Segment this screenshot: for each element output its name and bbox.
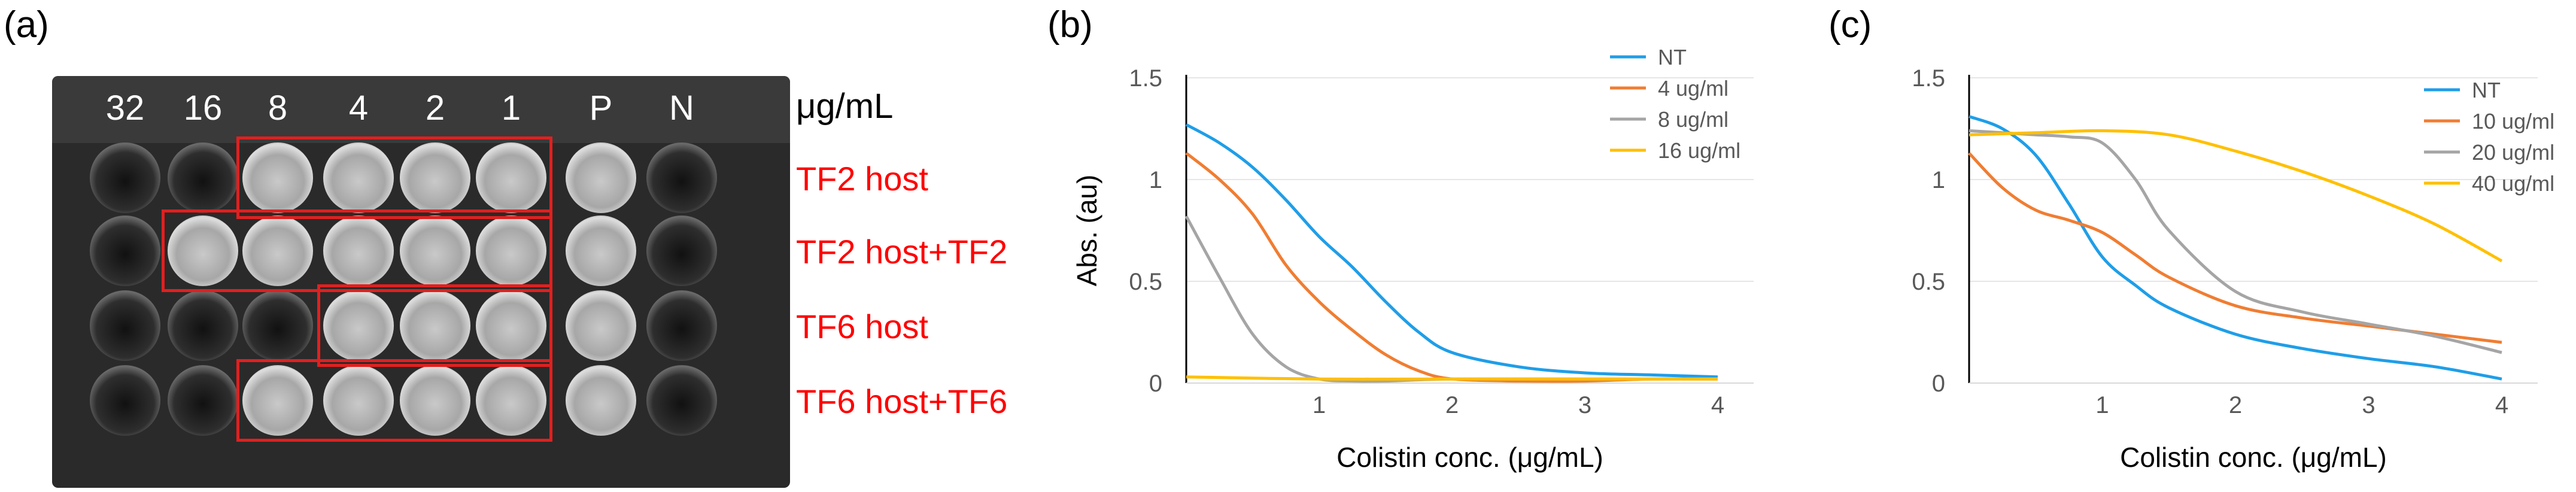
well-r3-c2 [168,290,238,361]
plate-header-strip [52,76,790,143]
row-label-2: TF2 host+TF2 [796,233,1008,271]
well-r3-c8 [646,290,717,361]
legend-label-1: NT [1658,45,1687,69]
well-r1-c8 [646,142,717,213]
y-tick-label: 0 [1149,370,1162,397]
legend-label-4: 40 ug/ml [2472,171,2554,196]
series-line-2 [1968,152,2502,344]
well-r1-c4 [323,142,394,213]
plate-panel: (a) 32 16 8 4 2 1 P N μg/mL TF2 host TF2 host+TF… [0,0,1053,492]
column-header-16: 16 [183,89,223,127]
legend-label-1: NT [2472,78,2501,102]
y-tick-label: 1 [1932,167,1945,193]
legend-label-2: 10 ug/ml [2472,109,2554,133]
x-tick-label: 2 [2229,392,2242,418]
well-r1-c2 [168,142,238,213]
highlight-box-row-1 [236,136,552,219]
x-tick-label: 1 [1313,392,1326,418]
x-tick-label: 4 [1711,392,1724,418]
column-header-32: 32 [105,89,145,127]
series-line-4 [1969,129,2503,263]
x-axis-title: Colistin conc. (μg/mL) [1336,442,1603,473]
legend-label-3: 20 ug/ml [2472,140,2554,165]
well-r2-c7 [566,215,636,286]
series-line-3 [1184,215,1718,383]
well-r1-c1 [90,142,160,213]
column-header-4: 4 [348,89,369,127]
well-r4-c8 [646,365,717,436]
x-axis-title: Colistin conc. (μg/mL) [2120,442,2387,473]
chart-b: 0 0.5 1 1.5 1 2 3 4 Abs. (au) Colistin conc. (μg/… [1071,45,1754,473]
well-r4-c1 [90,365,160,436]
well-r1-c5 [400,142,470,213]
well-r3-c6 [476,290,546,361]
well-r4-c4 [323,365,394,436]
column-header-1: 1 [501,89,521,127]
well-r4-c2 [168,365,238,436]
well-r4-c3 [242,365,313,436]
well-r3-c5 [400,290,470,361]
column-header-N: N [669,89,694,127]
y-axis-title: Abs. (au) [1071,175,1102,287]
panel-label-b: (b) [1047,4,1093,45]
series-line-1 [1969,115,2502,381]
well-r4-c5 [400,365,470,436]
column-header-8: 8 [268,89,288,127]
legend-label-4: 16 ug/ml [1658,138,1740,163]
well-r1-c6 [476,142,546,213]
well-r2-c8 [646,215,717,286]
well-r1-c3 [242,142,313,213]
series-line-2 [1185,151,1718,383]
highlight-box-row-4 [236,359,552,442]
well-r2-c6 [476,215,546,286]
well-r3-c1 [90,290,160,361]
chart-c: 0 0.5 1 1.5 1 2 3 4 Colistin conc. (μg/mL) NT 10 u… [1912,65,2554,473]
well-r2-c5 [400,215,470,286]
unit-label: μg/mL [796,87,894,126]
legend-label-3: 8 ug/ml [1658,107,1729,132]
y-tick-label: 0.5 [1912,269,1945,295]
x-tick-label: 2 [1445,392,1459,418]
x-tick-label: 3 [2362,392,2375,418]
y-tick-label: 1 [1149,167,1162,193]
x-tick-label: 1 [2095,392,2109,418]
legend-label-2: 4 ug/ml [1658,76,1729,101]
series-line-4 [1186,375,1718,381]
y-tick-label: 0.5 [1129,269,1162,295]
row-label-4: TF6 host+TF6 [796,382,1008,420]
well-r3-c3 [242,290,313,361]
row-label-1: TF2 host [796,160,928,198]
row-label-3: TF6 host [796,308,928,345]
well-r1-c7 [566,142,636,213]
panel-label-c: (c) [1828,4,1872,45]
well-r4-c7 [566,365,636,436]
well-r3-c4 [323,290,394,361]
y-tick-label: 0 [1932,370,1945,397]
well-r2-c3 [242,215,313,286]
well-r4-c6 [476,365,546,436]
highlight-box-row-3 [317,284,552,367]
y-tick-label: 1.5 [1912,65,1945,92]
x-tick-label: 4 [2495,392,2508,418]
panel-label-a: (a) [4,4,49,45]
highlight-box-row-2 [162,209,552,292]
well-r2-c4 [323,215,394,286]
x-tick-label: 3 [1578,392,1591,418]
column-header-2: 2 [425,89,445,127]
well-r3-c7 [566,290,636,361]
y-tick-label: 1.5 [1129,65,1162,92]
column-header-P: P [589,89,613,127]
well-plate-photo: 32 16 8 4 2 1 P N [52,76,790,488]
well-r2-c1 [90,215,160,286]
series-line-3 [1969,129,2502,354]
series-line-1 [1185,123,1718,379]
well-r2-c2 [168,215,238,286]
